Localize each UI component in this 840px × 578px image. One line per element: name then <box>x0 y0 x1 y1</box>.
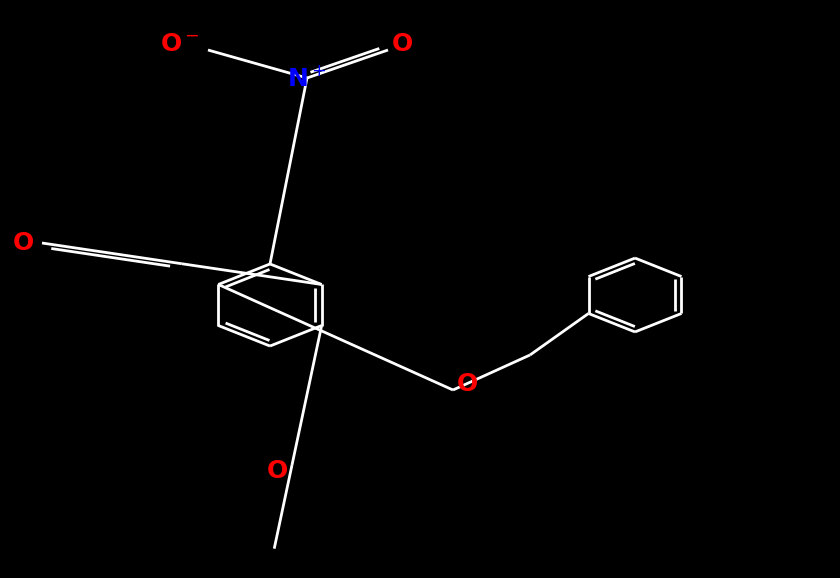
Text: O: O <box>392 32 413 56</box>
Text: O: O <box>13 231 34 255</box>
Text: O: O <box>457 372 479 397</box>
Text: O$^-$: O$^-$ <box>160 32 200 56</box>
Text: N$^+$: N$^+$ <box>287 65 327 91</box>
Text: O: O <box>266 459 288 483</box>
